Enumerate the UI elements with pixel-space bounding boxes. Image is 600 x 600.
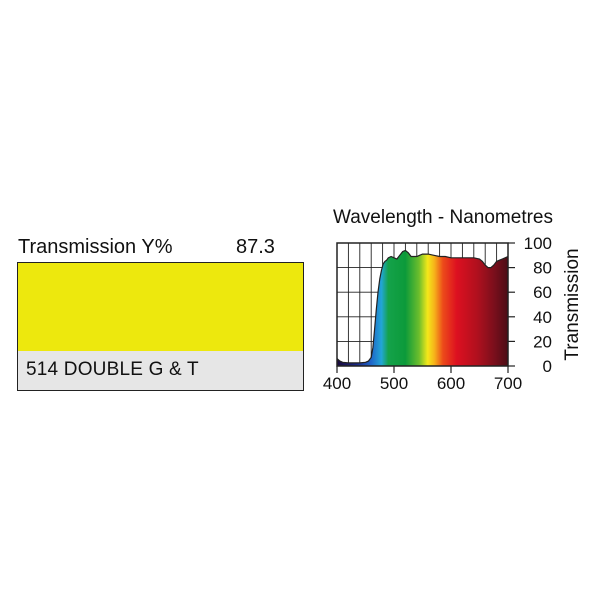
x-tick-label: 500 [380,374,408,393]
x-tick-label: 700 [494,374,522,393]
transmission-curve [336,249,509,364]
x-tick-label: 600 [437,374,465,393]
y-tick-label: 0 [543,357,552,376]
transmission-label: Transmission Y% [18,236,173,258]
filter-name-box: 514 DOUBLE G & T [17,351,304,391]
transmission-value: 87.3 [236,236,275,258]
color-swatch [17,262,304,352]
plot-frame [336,242,509,367]
y-tick-label: 60 [533,283,552,302]
y-tick-label: 80 [533,259,552,278]
y-tick-label: 100 [524,234,552,253]
y-axis-label: Transmission [562,248,583,360]
y-tick-label: 40 [533,308,552,327]
y-tick-label: 20 [533,332,552,351]
chart-title: Wavelength - Nanometres [333,207,553,228]
filter-name: 514 DOUBLE G & T [26,359,199,380]
x-tick-label: 400 [323,374,351,393]
axis-ticks: 400 500 600 700 0 20 40 60 80 100 [323,234,552,393]
